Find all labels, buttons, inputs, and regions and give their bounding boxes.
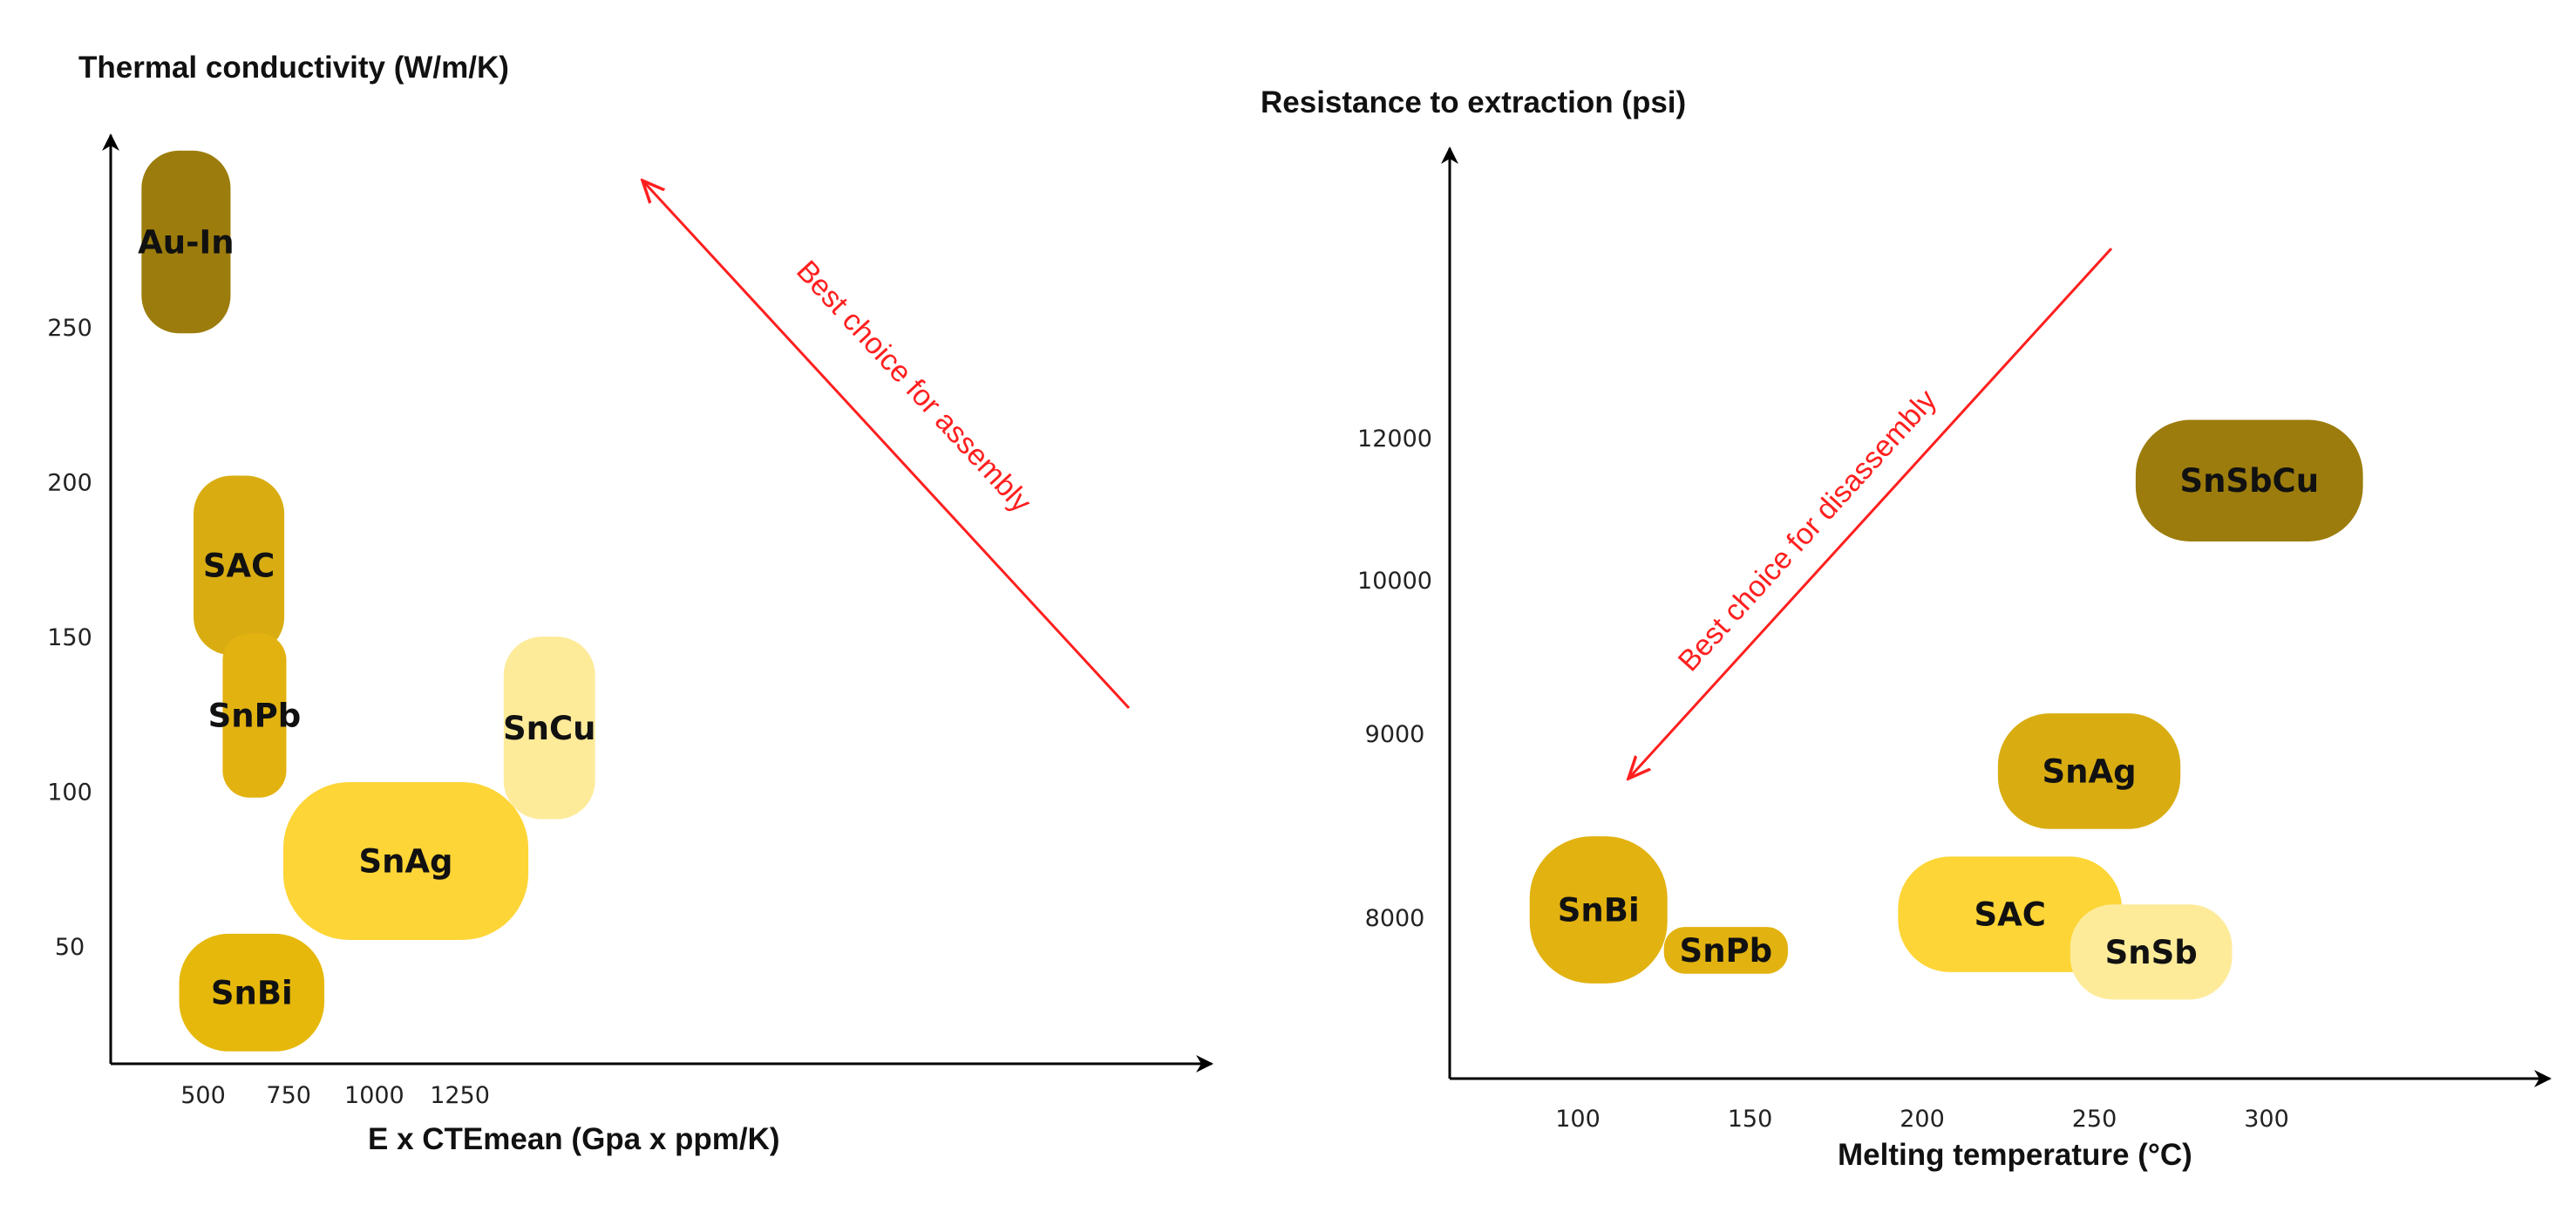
right-region-label-snbi: SnBi — [1558, 892, 1640, 929]
left-region-label-sac: SAC — [203, 547, 275, 584]
left-region-snpb — [222, 633, 287, 798]
right-chart: Resistance to extraction (psi) SnSbCu SnA… — [1261, 85, 2552, 1172]
right-x-tick-label: 150 — [1728, 1106, 1773, 1133]
right-x-tick-labels: 100 150 200 250 300 — [1555, 1106, 2289, 1133]
right-region-snsb — [2070, 904, 2233, 1000]
left-region-au-in — [141, 150, 231, 334]
right-region-snag — [1997, 713, 2181, 829]
left-region-label-snbi: SnBi — [211, 974, 293, 1011]
left-region-sac — [194, 475, 285, 656]
right-x-tick-label: 100 — [1555, 1106, 1601, 1133]
right-y-tick-labels: 8000 9000 10000 12000 — [1357, 426, 1432, 932]
disassembly-arrow — [1628, 247, 2113, 779]
left-x-tick-labels: 500 750 1000 1250 — [180, 1082, 490, 1109]
left-region-label-snpb: SnPb — [208, 698, 302, 735]
left-y-tick-label: 200 — [47, 470, 92, 497]
right-region-label-sac: SAC — [1974, 896, 2046, 934]
left-x-tick-label: 1250 — [430, 1082, 490, 1109]
right-x-tick-label: 300 — [2244, 1106, 2289, 1133]
right-y-axis-title: Resistance to extraction (psi) — [1261, 85, 1686, 119]
right-y-tick-label: 12000 — [1357, 426, 1432, 453]
left-y-tick-label: 100 — [47, 780, 92, 807]
right-region-snbi — [1529, 836, 1668, 984]
left-region-label-sncu: SnCu — [503, 710, 595, 747]
left-x-tick-label: 1000 — [344, 1082, 404, 1109]
left-x-axis-title: E x CTEmean (Gpa x ppm/K) — [368, 1122, 780, 1156]
right-region-label-snpb: SnPb — [1680, 932, 1773, 970]
right-x-tick-label: 250 — [2072, 1106, 2117, 1133]
left-y-tick-label: 150 — [47, 624, 92, 651]
left-y-tick-labels: 50 100 150 200 250 — [47, 315, 92, 961]
right-x-tick-label: 200 — [1900, 1106, 1945, 1133]
assembly-arrow-label: Best choice for assembly — [790, 255, 1037, 520]
right-y-tick-label: 10000 — [1357, 568, 1432, 595]
left-region-sncu — [503, 637, 595, 820]
right-region-label-snsb: SnSb — [2105, 934, 2198, 971]
left-regions: Au-In SAC SnPb SnAg SnCu SnBi — [138, 150, 595, 1052]
left-y-tick-label: 50 — [55, 934, 85, 961]
right-regions: SnSbCu SnAg SAC SnSb SnBi SnPb — [1529, 419, 2363, 1000]
right-y-tick-label: 8000 — [1365, 905, 1425, 932]
left-x-tick-label: 500 — [180, 1082, 226, 1109]
left-region-label-au-in: Au-In — [138, 223, 234, 261]
right-region-label-snsbcu: SnSbCu — [2179, 462, 2319, 500]
assembly-arrow — [642, 180, 1131, 710]
left-region-label-snag: SnAg — [358, 842, 452, 880]
right-region-label-snag: SnAg — [2042, 752, 2137, 790]
left-region-snag — [282, 781, 529, 940]
left-y-axis-title: Thermal conductivity (W/m/K) — [78, 51, 509, 85]
right-x-axis-title: Melting temperature (°C) — [1838, 1138, 2192, 1172]
right-region-sac — [1898, 856, 2123, 972]
left-region-snbi — [179, 933, 325, 1052]
right-region-snsbcu — [2135, 419, 2363, 541]
right-region-snpb — [1663, 927, 1788, 974]
left-y-tick-label: 250 — [47, 315, 92, 342]
left-x-tick-label: 750 — [266, 1082, 311, 1109]
left-chart: Thermal conductivity (W/m/K) Au-In SAC SnP… — [47, 51, 1213, 1156]
right-y-tick-label: 9000 — [1365, 721, 1425, 748]
disassembly-arrow-label: Best choice for disassembly — [1672, 384, 1943, 678]
